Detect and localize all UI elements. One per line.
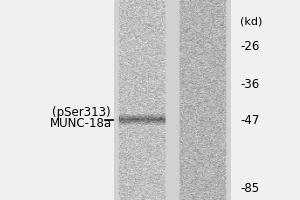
Text: -36: -36 [240, 78, 259, 90]
Text: -85: -85 [240, 182, 259, 194]
Text: -47: -47 [240, 114, 260, 127]
Text: -26: -26 [240, 40, 260, 52]
Text: MUNC-18a: MUNC-18a [50, 117, 112, 130]
Text: (kd): (kd) [240, 17, 262, 27]
Text: (pSer313): (pSer313) [52, 106, 110, 119]
